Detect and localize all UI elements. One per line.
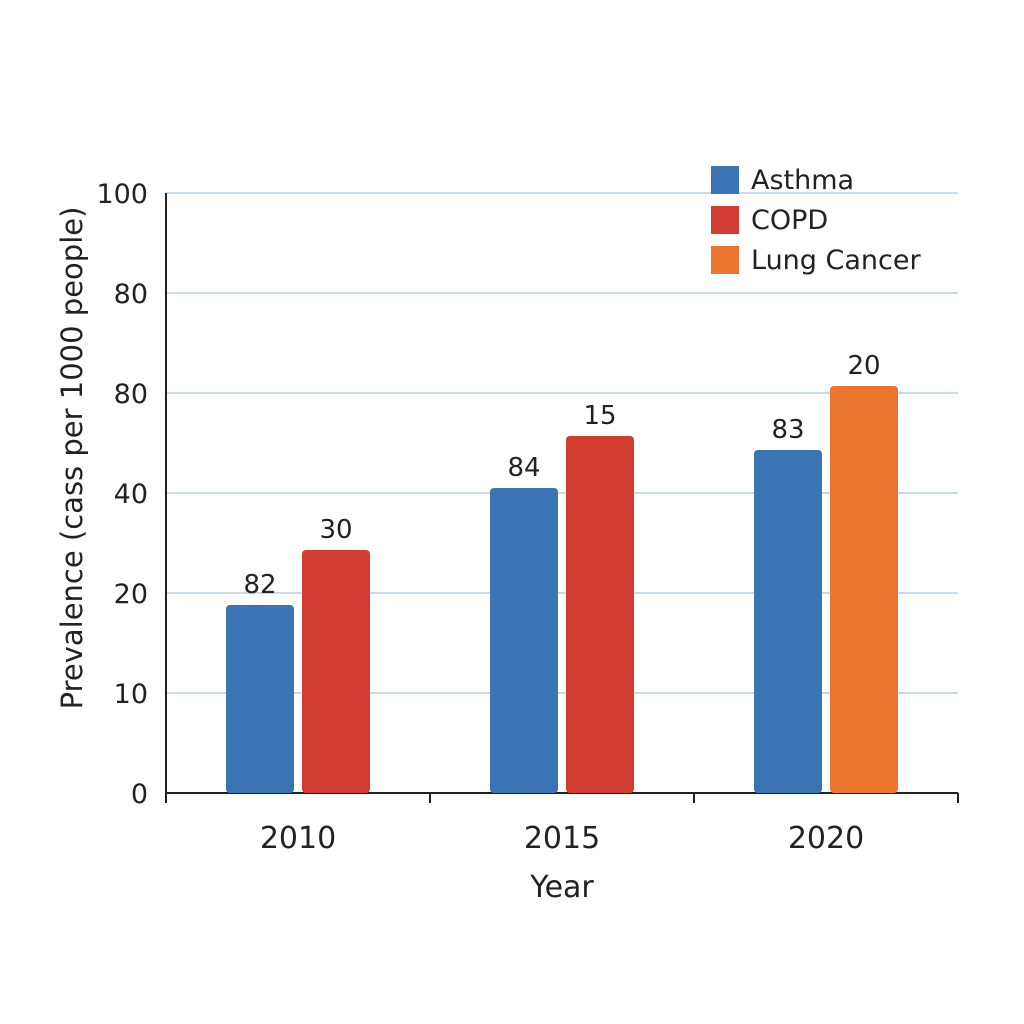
bar: [830, 386, 898, 793]
x-axis-title: Year: [529, 870, 594, 905]
y-tick-label: 0: [131, 779, 148, 810]
bar-data-label: 84: [507, 453, 540, 483]
bar: [490, 488, 558, 793]
bar: [754, 450, 822, 793]
bar-data-label: 83: [771, 415, 804, 445]
legend-label-asthma: Asthma: [751, 164, 855, 196]
bar-data-label: 82: [243, 570, 276, 600]
legend-swatch-copd: [711, 206, 739, 234]
legend-item-lung-cancer: Lung Cancer: [711, 240, 921, 280]
legend-label-copd: COPD: [751, 204, 829, 236]
y-tick-label: 80: [114, 279, 148, 310]
y-axis-title: Prevalence (cass per 1000 people): [55, 207, 89, 710]
y-tick-label: 40: [114, 479, 148, 510]
bar-data-label: 20: [847, 351, 880, 381]
x-tick-label: 2020: [788, 821, 864, 856]
bar: [566, 436, 634, 793]
bar: [302, 550, 370, 793]
legend: Asthma COPD Lung Cancer: [711, 160, 921, 280]
bar-data-label: 15: [583, 401, 616, 431]
legend-label-lung-cancer: Lung Cancer: [751, 244, 921, 276]
y-tick-label: 20: [114, 579, 148, 610]
x-tick-label: 2015: [524, 821, 600, 856]
y-tick-label: 100: [96, 179, 148, 210]
legend-item-copd: COPD: [711, 200, 921, 240]
legend-item-asthma: Asthma: [711, 160, 921, 200]
bar-data-label: 30: [319, 515, 352, 545]
legend-swatch-lung-cancer: [711, 246, 739, 274]
y-tick-label: 80: [114, 379, 148, 410]
bar: [226, 605, 294, 793]
y-tick-label: 10: [114, 679, 148, 710]
x-tick-label: 2010: [260, 821, 336, 856]
legend-swatch-asthma: [711, 166, 739, 194]
